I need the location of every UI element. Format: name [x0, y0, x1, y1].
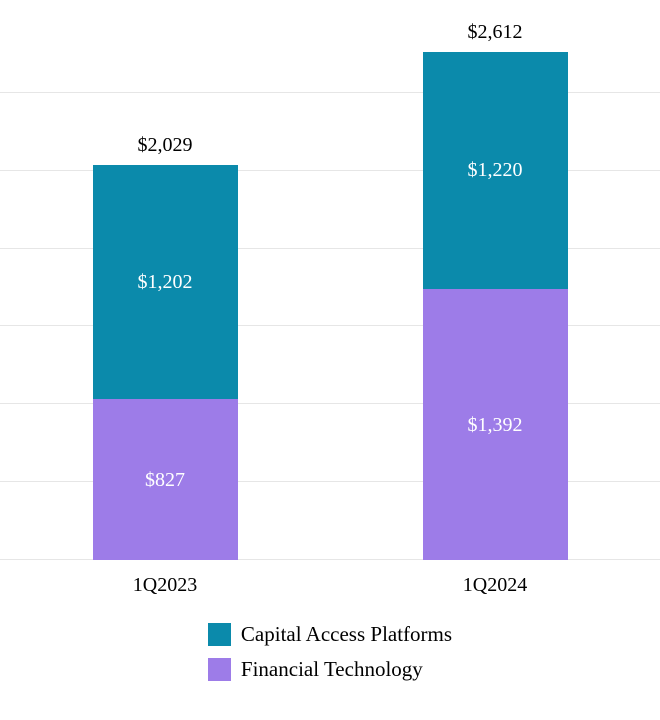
grid-line — [0, 403, 660, 405]
plot-area: $2,029 $827 $1,202 $2,612 $1,392 $1,220 — [0, 15, 660, 560]
grid-line — [0, 91, 660, 93]
legend-label: Capital Access Platforms — [240, 622, 453, 646]
total-label: $2,612 — [467, 20, 523, 43]
bar-segment-financial-technology: $1,392 — [422, 289, 568, 560]
grid-line — [0, 247, 660, 249]
total-label: $2,029 — [137, 134, 193, 157]
bars: $2,029 $827 $1,202 $2,612 $1,392 $1,220 — [0, 15, 660, 560]
bar-stack: $1,392 $1,220 — [422, 51, 568, 560]
segment-value-label: $827 — [145, 468, 185, 491]
grid-line — [0, 481, 660, 483]
grid-line — [0, 559, 660, 560]
bar-column-1q2023: $2,029 $827 $1,202 — [0, 15, 330, 560]
x-axis-labels: 1Q2023 1Q2024 — [0, 574, 660, 597]
legend-item: Capital Access Platforms — [207, 622, 453, 646]
bar-segment-capital-access-platforms: $1,202 — [92, 165, 238, 400]
x-axis-label: 1Q2024 — [462, 574, 528, 596]
bar-segment-financial-technology: $827 — [92, 399, 238, 560]
legend: Capital Access Platforms Financial Techno… — [207, 622, 453, 681]
x-axis-label: 1Q2023 — [132, 574, 198, 596]
gridlines — [0, 15, 660, 560]
grid-line — [0, 325, 660, 327]
segment-value-label: $1,220 — [467, 159, 523, 182]
bar-segment-capital-access-platforms: $1,220 — [422, 51, 568, 290]
grid-line — [0, 169, 660, 171]
legend-swatch-icon — [207, 658, 231, 681]
legend-item: Financial Technology — [207, 657, 452, 681]
segment-value-label: $1,202 — [137, 271, 193, 294]
segment-value-label: $1,392 — [467, 413, 523, 436]
bar-column-1q2024: $2,612 $1,392 $1,220 — [330, 15, 660, 560]
bar-stack: $827 $1,202 — [92, 165, 238, 560]
legend-swatch-icon — [207, 623, 231, 646]
legend-label: Financial Technology — [240, 657, 423, 681]
